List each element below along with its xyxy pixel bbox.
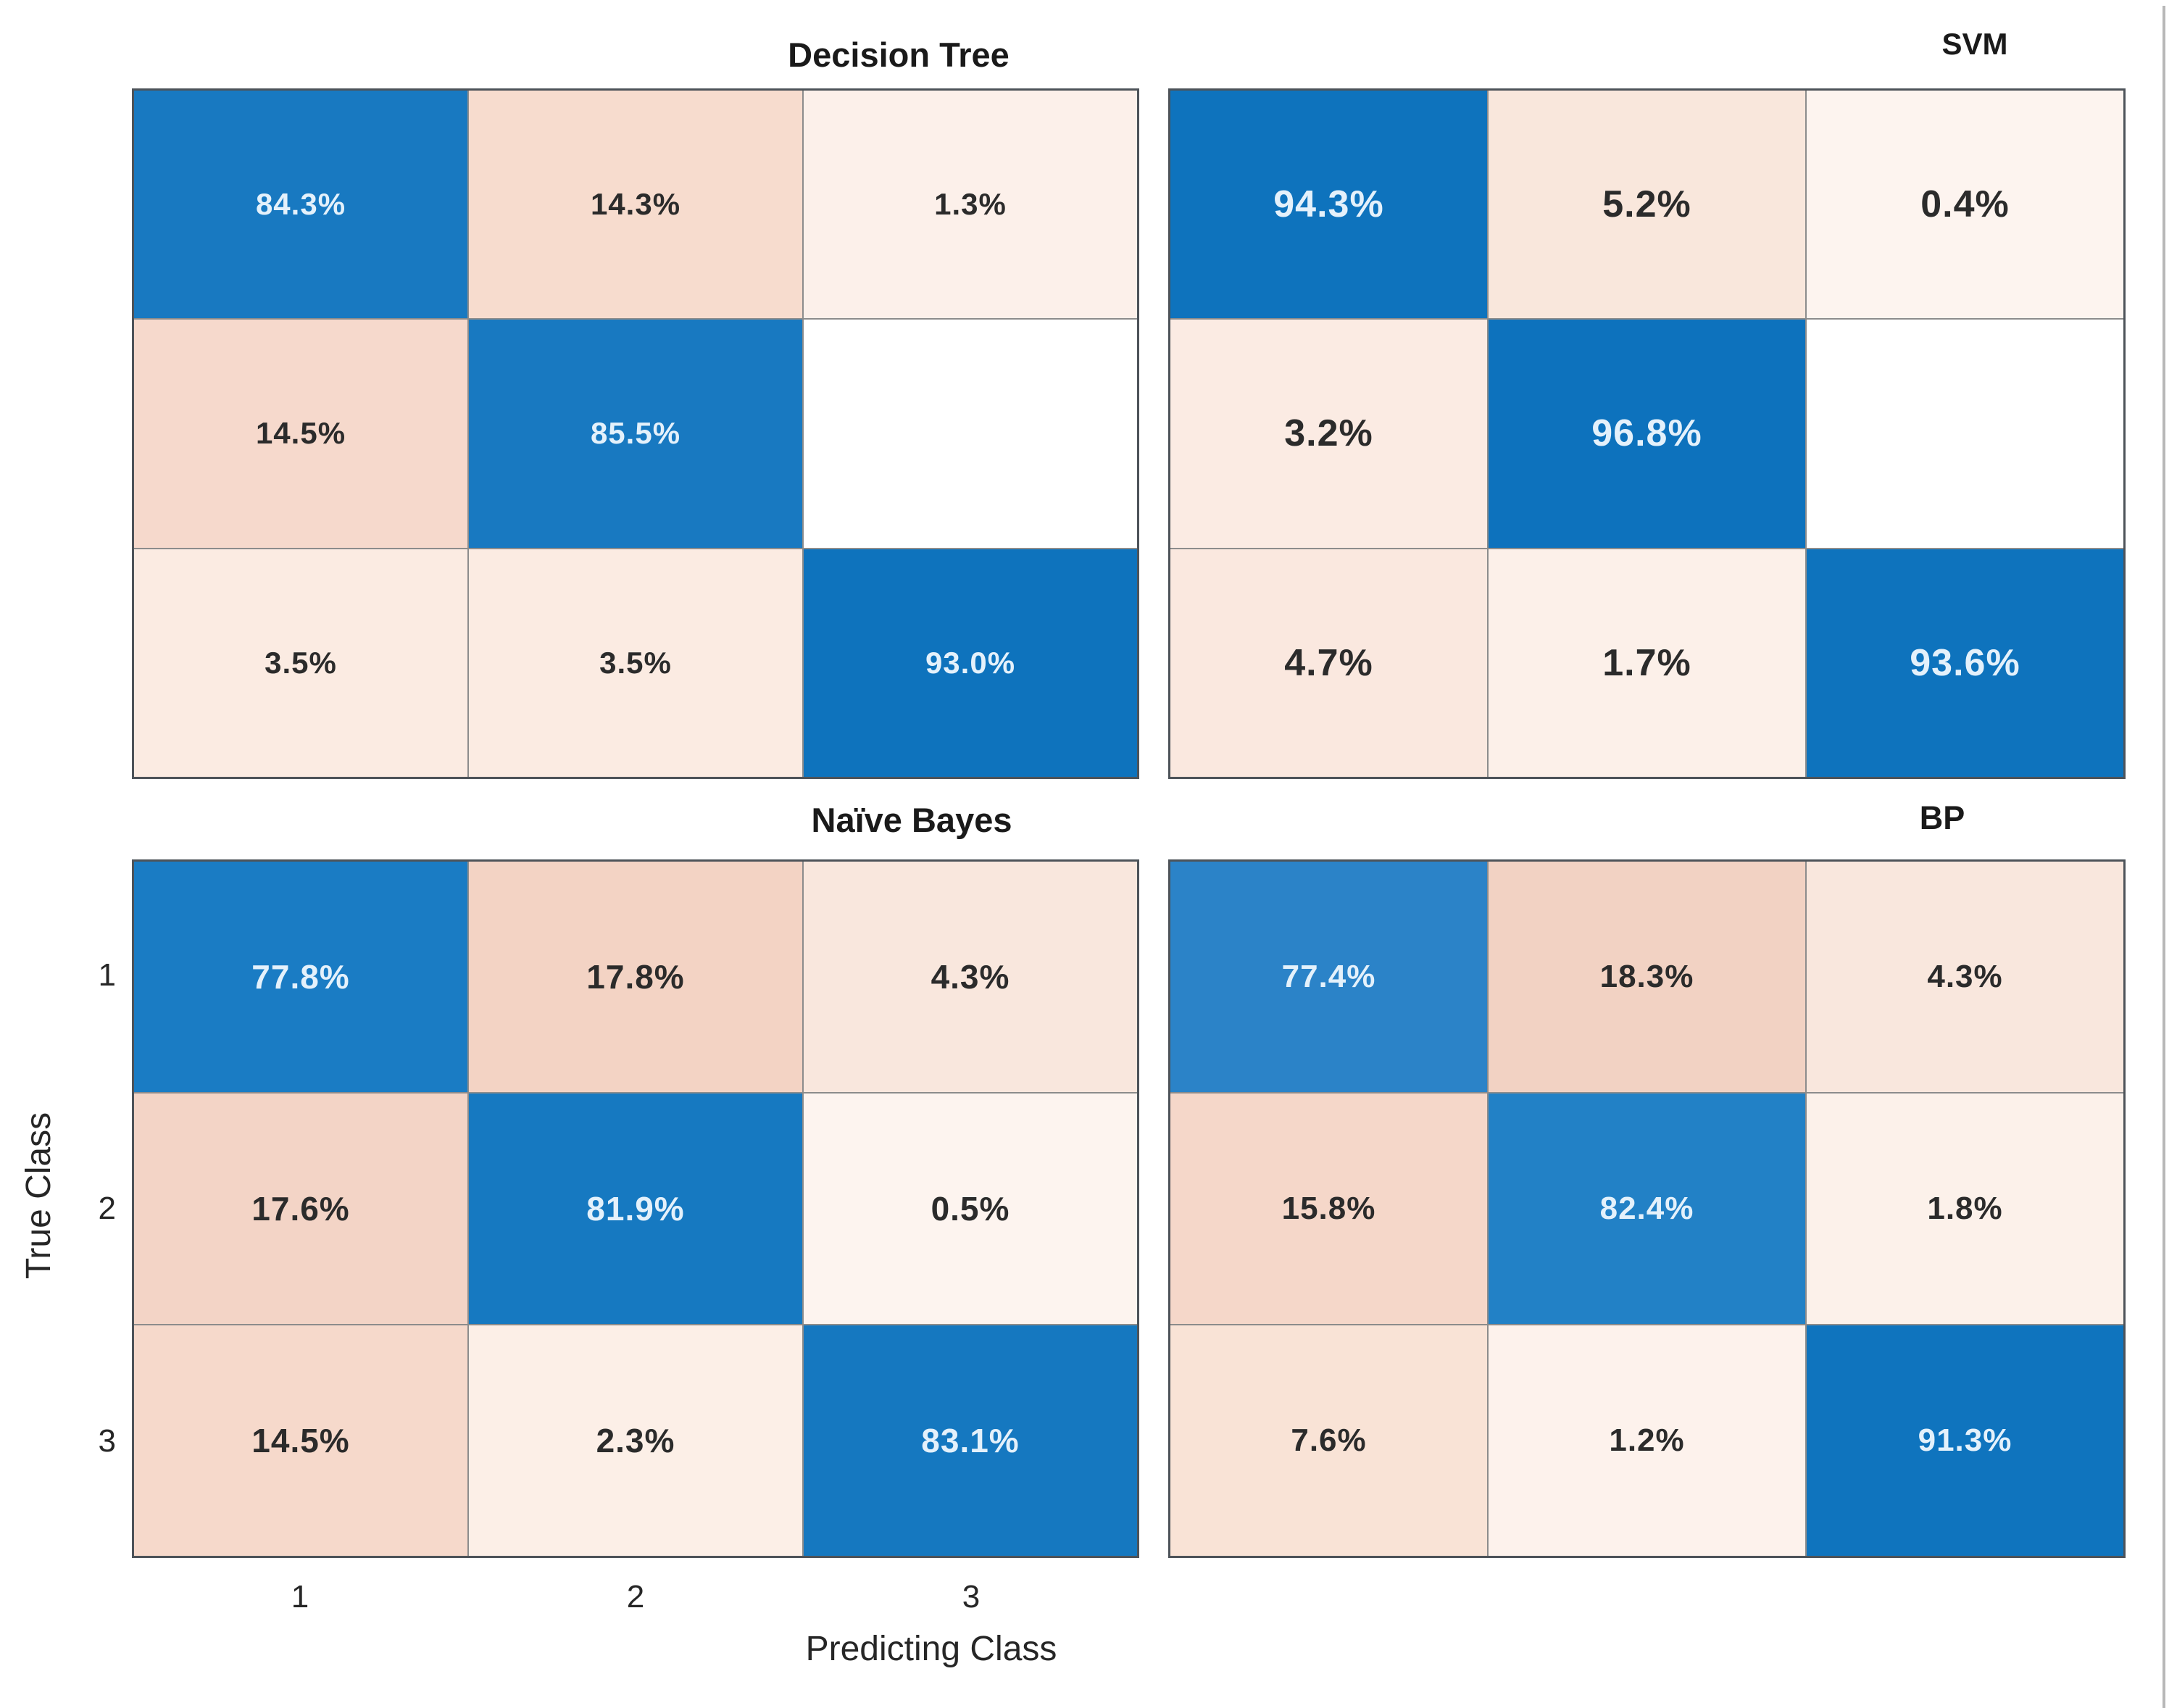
matrix-cell: 18.3% [1489,862,1805,1092]
matrix-cell [1807,320,2123,548]
cell-value: 83.1% [921,1422,1020,1459]
y-axis-label: True Class [20,1112,58,1280]
matrix-cell: 82.4% [1489,1093,1805,1324]
cell-value: 81.9% [586,1190,685,1228]
matrix-title-naive-bayes: Naïve Bayes [811,801,1012,839]
matrix-cell: 4.3% [804,862,1137,1092]
confusion-matrix-naive-bayes: 77.8% 17.8% 4.3% 17.6% 81.9% 0.5% 14.5% 2.3% 83.… [132,859,1139,1558]
matrix-cell: 1.3% [804,91,1137,319]
x-tick-3: 3 [962,1579,981,1615]
matrix-cell: 94.3% [1170,91,1487,319]
cell-value: 94.3% [1273,183,1384,226]
cell-value: 4.3% [931,958,1010,996]
cell-value: 84.3% [255,187,346,222]
cell-value: 1.2% [1609,1422,1685,1458]
cell-value: 17.6% [251,1190,350,1228]
matrix-cell: 3.5% [469,549,802,777]
cell-value: 77.8% [251,958,350,996]
cell-value: 4.7% [1284,641,1373,684]
matrix-cell: 1.7% [1489,549,1805,777]
cell-value: 5.2% [1602,183,1691,226]
matrix-cell: 14.5% [134,1325,467,1556]
matrix-cell: 85.5% [469,320,802,548]
cell-value: 14.5% [255,416,346,451]
matrix-cell: 0.4% [1807,91,2123,319]
cell-value: 85.5% [590,416,681,451]
matrix-title-bp: BP [1919,799,1965,836]
cell-value: 77.4% [1281,959,1376,994]
cell-value: 1.3% [934,187,1007,222]
cell-value: 82.4% [1599,1191,1694,1226]
cell-value: 93.6% [1910,641,2020,684]
cell-value: 3.5% [599,645,672,680]
y-tick-3: 3 [98,1423,116,1459]
matrix-cell: 7.6% [1170,1325,1487,1556]
matrix-cell: 15.8% [1170,1093,1487,1324]
cell-value: 1.8% [1927,1191,2003,1226]
matrix-cell [804,320,1137,548]
matrix-cell: 4.7% [1170,549,1487,777]
confusion-matrix-bp: 77.4% 18.3% 4.3% 15.8% 82.4% 1.8% 7.6% 1.2% 91.3… [1168,859,2126,1558]
x-tick-2: 2 [626,1579,645,1615]
matrix-cell: 96.8% [1489,320,1805,548]
confusion-matrix-decision-tree: 84.3% 14.3% 1.3% 14.5% 85.5% 3.5% 3.5% 93.0% [132,88,1139,779]
matrix-cell: 93.0% [804,549,1137,777]
matrix-cell: 1.8% [1807,1093,2123,1324]
cell-value: 17.8% [586,958,685,996]
cell-value: 91.3% [1918,1422,2012,1458]
x-tick-1: 1 [291,1579,309,1615]
confusion-matrix-svm: 94.3% 5.2% 0.4% 3.2% 96.8% 4.7% 1.7% 93.6% [1168,88,2126,779]
matrix-cell: 77.4% [1170,862,1487,1092]
cell-value: 2.3% [596,1422,675,1459]
cell-value: 1.7% [1602,641,1691,684]
matrix-cell: 81.9% [469,1093,802,1324]
cell-value: 14.5% [251,1422,350,1459]
cell-value: 7.6% [1291,1422,1367,1458]
cell-value: 3.5% [265,645,337,680]
cell-value: 4.3% [1927,959,2003,994]
y-tick-1: 1 [98,957,116,993]
matrix-cell: 2.3% [469,1325,802,1556]
y-tick-2: 2 [98,1191,116,1226]
matrix-cell: 3.2% [1170,320,1487,548]
matrix-cell: 84.3% [134,91,467,319]
matrix-title-svm: SVM [1941,27,2008,61]
right-edge-line [2163,6,2165,1708]
matrix-cell: 91.3% [1807,1325,2123,1556]
matrix-cell: 5.2% [1489,91,1805,319]
matrix-cell: 1.2% [1489,1325,1805,1556]
matrix-cell: 77.8% [134,862,467,1092]
matrix-cell: 3.5% [134,549,467,777]
cell-value: 15.8% [1281,1191,1376,1226]
matrix-cell: 17.6% [134,1093,467,1324]
x-axis-label: Predicting Class [805,1630,1057,1668]
matrix-title-decision-tree: Decision Tree [788,36,1010,74]
matrix-cell: 14.3% [469,91,802,319]
matrix-cell: 83.1% [804,1325,1137,1556]
cell-value: 3.2% [1284,412,1373,455]
matrix-cell: 0.5% [804,1093,1137,1324]
cell-value: 18.3% [1599,959,1694,994]
matrix-cell: 4.3% [1807,862,2123,1092]
matrix-cell: 14.5% [134,320,467,548]
cell-value: 0.5% [931,1190,1010,1228]
matrix-cell: 93.6% [1807,549,2123,777]
cell-value: 96.8% [1591,412,1702,455]
cell-value: 93.0% [925,645,1016,680]
cell-value: 14.3% [590,187,681,222]
cell-value: 0.4% [1920,183,2010,226]
matrix-cell: 17.8% [469,862,802,1092]
